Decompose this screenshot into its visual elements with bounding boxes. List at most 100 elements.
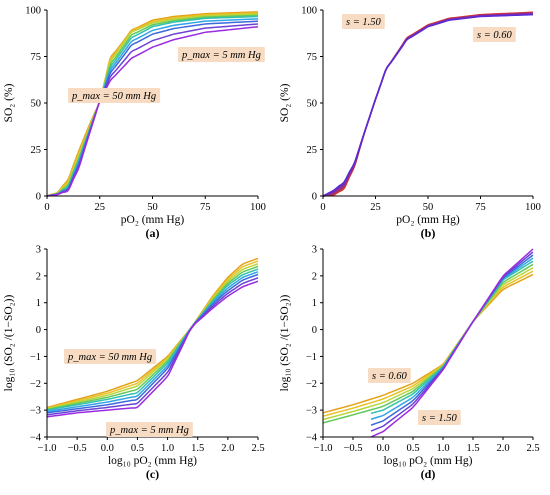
annotation: s = 1.50 xyxy=(418,410,461,425)
x-tick-label: 0.5 xyxy=(131,443,144,454)
y-tick-label: 75 xyxy=(31,52,42,63)
series-line xyxy=(46,25,259,197)
x-tick-label: 2.0 xyxy=(221,443,234,454)
chart-panel-b: 0 25 50 75 100 0 25 50 75 100 pO₂ (mm Hg) SO₂ (%) (b… xyxy=(279,6,541,241)
x-tick-label: 0.5 xyxy=(406,443,419,454)
y-tick-label: 25 xyxy=(307,145,318,156)
series-line xyxy=(46,271,259,413)
annotation-text: p_max = 50 mm Hg xyxy=(71,91,156,102)
y-tick-label: 75 xyxy=(307,52,318,63)
series-line xyxy=(46,263,259,410)
chart-panel-c: −1.0 −0.5 0.0 0.5 1.0 1.5 2.0 2.5 −4 −3 −2 −1 0 1 2 3 lo… xyxy=(3,245,265,482)
y-tick-label: 0 xyxy=(312,325,317,336)
annotation-box xyxy=(418,410,461,425)
y-tick-label: 100 xyxy=(25,6,41,17)
annotation-text: s = 0.60 xyxy=(477,30,513,41)
x-tick-label: 25 xyxy=(95,202,106,213)
chart-panel-d: −1.0 −0.5 0.0 0.5 1.0 1.5 2.0 2.5 −4 −3 −2 −1 0 1 2 3 lo… xyxy=(279,245,540,482)
x-tick-label: −0.5 xyxy=(68,443,87,454)
y-tick-label: 3 xyxy=(36,245,41,256)
annotation: p_max = 5 mm Hg xyxy=(178,47,265,62)
annotation-text: s = 1.50 xyxy=(422,413,458,424)
series-line xyxy=(322,13,534,197)
panel-label: (a) xyxy=(146,226,160,240)
y-tick-label: −2 xyxy=(306,379,317,390)
series-group xyxy=(322,11,534,197)
panel-label: (c) xyxy=(146,467,159,481)
annotation-text: s = 0.60 xyxy=(372,371,408,382)
series-group xyxy=(46,11,259,197)
series-line xyxy=(322,267,534,421)
series-line xyxy=(322,263,534,424)
y-tick-label: 0 xyxy=(312,192,317,203)
y-tick-label: −1 xyxy=(306,352,317,363)
y-tick-label: 3 xyxy=(312,245,317,256)
annotation: s = 1.50 xyxy=(342,14,385,29)
y-axis-label: SO₂ (%) xyxy=(279,83,291,122)
annotation: p_max = 50 mm Hg xyxy=(68,88,161,103)
y-tick-label: 100 xyxy=(301,6,317,17)
x-tick-label: 25 xyxy=(370,202,381,213)
annotation: p_max = 50 mm Hg xyxy=(64,349,157,364)
x-axis-label: log₁₀ pO₂ (mm Hg) xyxy=(383,455,472,467)
y-tick-label: 1 xyxy=(36,298,41,309)
y-tick-label: 0 xyxy=(36,192,41,203)
annotation: s = 0.60 xyxy=(368,368,411,383)
series-line xyxy=(46,12,259,197)
x-tick-label: 0 xyxy=(320,202,325,213)
y-tick-label: 25 xyxy=(31,145,42,156)
x-tick-label: 0 xyxy=(44,202,49,213)
x-tick-label: 1.0 xyxy=(436,443,449,454)
y-tick-label: 0 xyxy=(36,325,41,336)
y-axis-label: log₁₀ (SO₂ /(1−SO₂)) xyxy=(279,295,291,392)
y-tick-label: −4 xyxy=(306,433,318,444)
series-line xyxy=(370,257,534,420)
annotation-text: p_max = 5 mm Hg xyxy=(181,50,261,61)
x-axis-label: pO₂ (mm Hg) xyxy=(121,214,185,226)
panel-label: (b) xyxy=(421,226,436,240)
y-tick-label: −4 xyxy=(30,433,42,444)
panel-label: (d) xyxy=(421,467,436,481)
series-line xyxy=(46,273,259,414)
y-tick-label: −1 xyxy=(30,352,41,363)
chart-panel-a: 0 25 50 75 100 0 25 50 75 100 pO₂ (mm Hg) SO₂ (%) (a… xyxy=(3,6,266,241)
x-tick-label: 0.0 xyxy=(376,443,389,454)
y-tick-label: −3 xyxy=(306,406,317,417)
series-line xyxy=(46,277,259,416)
annotation-text: p_max = 5 mm Hg xyxy=(109,425,189,436)
x-tick-label: −1.0 xyxy=(313,443,332,454)
series-line xyxy=(46,11,259,197)
y-axis-label: log₁₀ (SO₂ /(1−SO₂)) xyxy=(3,295,15,392)
x-axis-label: log₁₀ pO₂ (mm Hg) xyxy=(108,455,197,467)
y-tick-label: −2 xyxy=(30,379,41,390)
annotation-box xyxy=(368,368,411,383)
x-tick-label: 100 xyxy=(525,202,541,213)
annotation-box xyxy=(64,349,157,364)
series-line xyxy=(46,268,259,411)
annotation: s = 0.60 xyxy=(473,27,516,42)
x-tick-label: 75 xyxy=(200,202,211,213)
y-tick-label: 2 xyxy=(36,271,41,282)
annotation-box xyxy=(106,422,193,437)
x-tick-label: 50 xyxy=(147,202,158,213)
series-group xyxy=(46,257,259,418)
annotation-box xyxy=(473,27,516,42)
x-tick-label: −1.0 xyxy=(37,443,56,454)
x-tick-label: 2.5 xyxy=(251,443,264,454)
y-tick-label: 50 xyxy=(31,99,42,110)
annotation-text: s = 1.50 xyxy=(346,17,382,28)
y-axis-label: SO₂ (%) xyxy=(3,83,15,122)
series-line xyxy=(370,248,534,438)
series-line xyxy=(46,257,259,409)
series-line xyxy=(322,273,534,414)
x-tick-label: 2.5 xyxy=(526,443,539,454)
annotation-box xyxy=(342,14,385,29)
series-group xyxy=(322,248,534,438)
x-tick-label: 50 xyxy=(423,202,434,213)
x-tick-label: 1.5 xyxy=(466,443,479,454)
x-tick-label: 2.0 xyxy=(496,443,509,454)
x-tick-label: −0.5 xyxy=(343,443,362,454)
x-axis-label: pO₂ (mm Hg) xyxy=(396,214,460,226)
x-tick-label: 0.0 xyxy=(101,443,114,454)
